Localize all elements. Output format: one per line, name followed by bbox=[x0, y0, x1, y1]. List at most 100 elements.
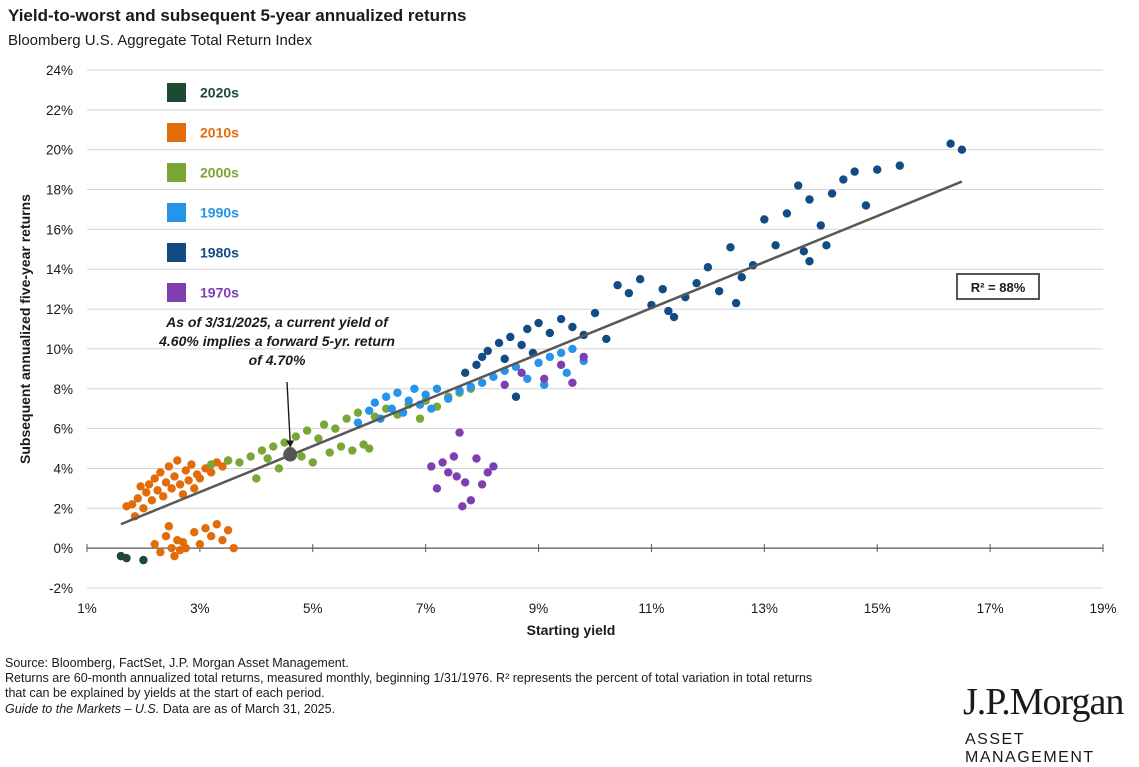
y-tick-label: 12% bbox=[46, 302, 73, 317]
point-2000s bbox=[269, 442, 278, 451]
point-1980s bbox=[799, 247, 809, 256]
point-1990s bbox=[393, 388, 402, 397]
point-2010s bbox=[218, 535, 227, 545]
point-2010s bbox=[218, 462, 227, 471]
point-2000s bbox=[342, 414, 351, 423]
point-2010s bbox=[170, 472, 179, 481]
y-tick-label: 14% bbox=[46, 262, 73, 277]
point-2020s bbox=[139, 555, 148, 565]
point-2000s bbox=[319, 420, 329, 429]
point-1980s bbox=[771, 241, 780, 250]
point-1970s bbox=[540, 374, 549, 384]
legend: 2020s 2010s 2000s 1990s 1980s 1970s bbox=[167, 83, 239, 302]
y-tick-label: 4% bbox=[53, 461, 73, 476]
point-1980s bbox=[861, 201, 871, 210]
y-tick-label: 24% bbox=[46, 63, 73, 78]
x-tick-label: 1% bbox=[77, 601, 97, 616]
point-1980s bbox=[664, 306, 673, 316]
point-1990s bbox=[523, 374, 532, 384]
x-tick-label: 17% bbox=[977, 601, 1004, 616]
point-1970s bbox=[455, 428, 464, 437]
point-2010s bbox=[190, 528, 199, 537]
point-2000s bbox=[336, 442, 346, 451]
trendline-group bbox=[120, 180, 963, 526]
point-1980s bbox=[816, 221, 825, 230]
point-2010s bbox=[159, 492, 168, 501]
scatter-chart: 1% 3% 5% 7% 9% 11% 13% 15% 17% 19% -2% 0% 2% 4% 6% 8% 1… bbox=[17, 63, 1117, 638]
point-1980s bbox=[873, 165, 882, 174]
x-tick-label: 11% bbox=[638, 601, 664, 616]
point-1980s bbox=[590, 308, 600, 318]
point-1990s bbox=[370, 398, 380, 407]
x-tick-label: 7% bbox=[416, 601, 436, 616]
point-1980s bbox=[957, 145, 967, 154]
point-1980s bbox=[822, 241, 831, 250]
point-2010s bbox=[184, 476, 193, 485]
guide-title: Guide to the Markets – U.S. bbox=[5, 702, 160, 716]
point-2010s bbox=[195, 474, 205, 483]
point-1980s bbox=[794, 181, 803, 190]
point-2000s bbox=[280, 438, 289, 447]
point-1970s bbox=[432, 484, 442, 493]
source-note: Source: Bloomberg, FactSet, J.P. Morgan … bbox=[5, 656, 349, 670]
legend-label-2000s: 2000s bbox=[200, 165, 239, 181]
point-1980s bbox=[517, 340, 526, 350]
returns-note: Returns are 60-month annualized total re… bbox=[5, 671, 813, 685]
point-1970s bbox=[500, 380, 509, 389]
point-2000s bbox=[263, 454, 272, 463]
point-2010s bbox=[161, 532, 171, 541]
point-1980s bbox=[827, 189, 837, 198]
point-1980s bbox=[635, 274, 645, 284]
point-2010s bbox=[229, 543, 238, 553]
gridlines bbox=[87, 69, 1103, 589]
point-2000s bbox=[348, 446, 357, 455]
point-1990s bbox=[556, 348, 566, 358]
returns-note-cont: that can be explained by yields at the s… bbox=[5, 686, 325, 700]
y-tick-label: 0% bbox=[53, 541, 73, 556]
point-2000s bbox=[257, 446, 267, 455]
point-2010s bbox=[139, 504, 148, 513]
annotation-text: of 4.70% bbox=[249, 352, 306, 368]
point-2000s bbox=[325, 448, 334, 457]
point-1980s bbox=[568, 322, 577, 332]
point-1980s bbox=[703, 263, 713, 272]
legend-swatch-2020s bbox=[167, 83, 186, 102]
point-1990s bbox=[540, 380, 549, 389]
annotation-text: 4.60% implies a forward 5-yr. return bbox=[158, 333, 395, 349]
point-1980s bbox=[805, 195, 814, 204]
point-1990s bbox=[568, 344, 577, 354]
point-2000s bbox=[235, 458, 244, 467]
point-1990s bbox=[444, 394, 453, 403]
point-2010s bbox=[190, 484, 199, 493]
point-2010s bbox=[136, 482, 145, 491]
data-points bbox=[116, 139, 967, 565]
point-1980s bbox=[472, 360, 481, 370]
point-1970s bbox=[466, 496, 476, 505]
point-1970s bbox=[427, 462, 436, 471]
point-1980s bbox=[511, 392, 521, 401]
chart-subtitle: Bloomberg U.S. Aggregate Total Return In… bbox=[8, 32, 313, 49]
point-2000s bbox=[297, 452, 306, 461]
point-2000s bbox=[308, 458, 317, 467]
point-2010s bbox=[170, 551, 179, 561]
point-2010s bbox=[175, 480, 185, 489]
point-1980s bbox=[726, 243, 735, 252]
point-1980s bbox=[839, 175, 848, 184]
point-1980s bbox=[760, 215, 769, 224]
point-1980s bbox=[692, 278, 701, 288]
point-1980s bbox=[494, 338, 504, 348]
point-1970s bbox=[452, 472, 461, 481]
point-1970s bbox=[579, 352, 588, 362]
legend-label-2010s: 2010s bbox=[200, 125, 239, 141]
point-1980s bbox=[602, 334, 611, 344]
annotation-group: As of 3/31/2025, a current yield of 4.60%… bbox=[158, 314, 395, 462]
y-axis-ticks: -2% 0% 2% 4% 6% 8% 10% 12% 14% 16% 18% 20% 22% 24% bbox=[46, 63, 73, 596]
legend-label-1980s: 1980s bbox=[200, 245, 239, 261]
point-2020s bbox=[122, 553, 131, 563]
asset-management-label: ASSET MANAGEMENT bbox=[965, 731, 1095, 766]
point-1980s bbox=[556, 314, 566, 324]
point-1980s bbox=[946, 139, 955, 148]
r-squared-box: R² = 88% bbox=[956, 273, 1040, 300]
point-1980s bbox=[460, 368, 470, 378]
point-2010s bbox=[187, 460, 196, 469]
